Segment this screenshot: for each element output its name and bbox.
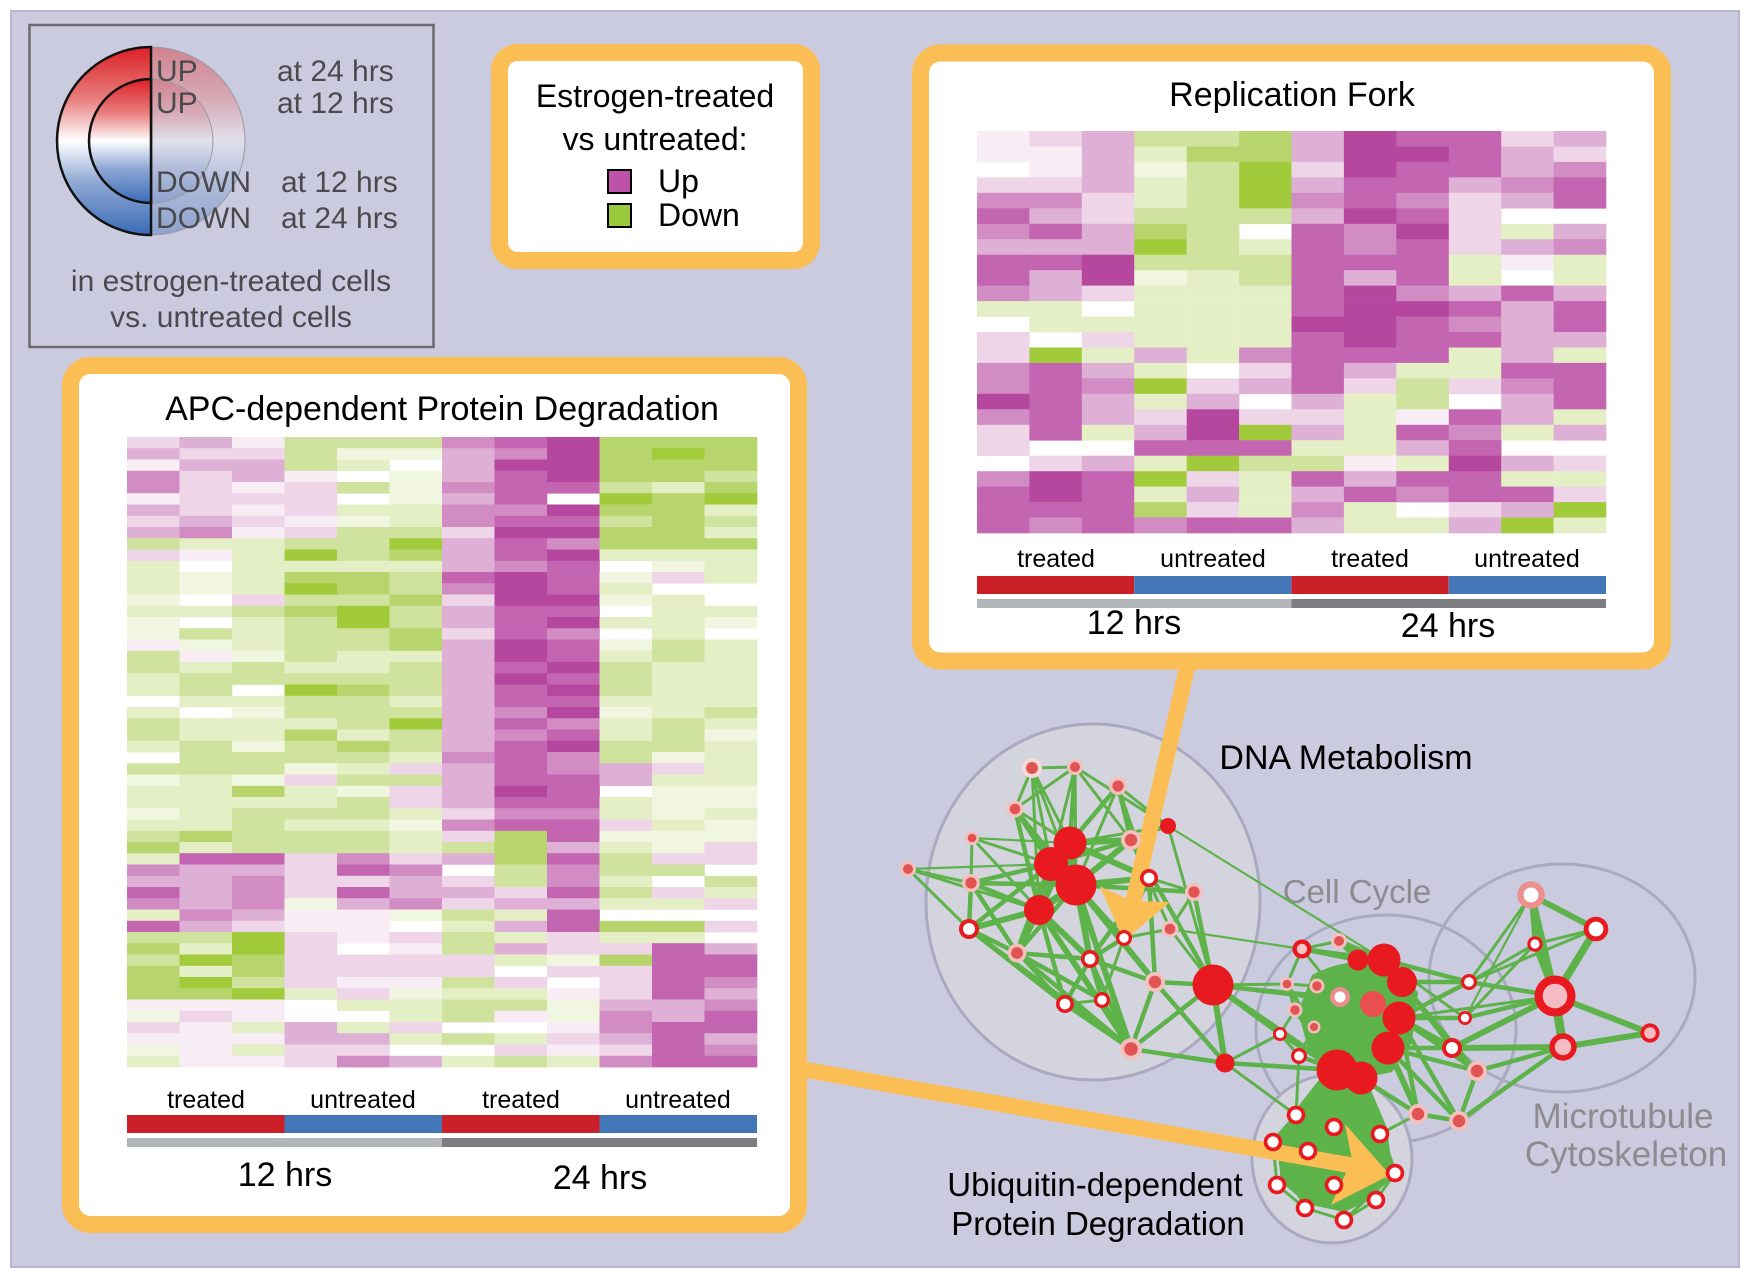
svg-text:DOWN: DOWN — [156, 166, 251, 199]
svg-text:Estrogen-treated: Estrogen-treated — [536, 78, 774, 114]
svg-text:at 12 hrs: at 12 hrs — [281, 166, 398, 199]
svg-text:untreated: untreated — [1160, 545, 1266, 573]
svg-text:24 hrs: 24 hrs — [1401, 607, 1496, 645]
svg-text:untreated: untreated — [1474, 545, 1580, 573]
svg-text:24 hrs: 24 hrs — [553, 1159, 648, 1197]
svg-text:DOWN: DOWN — [156, 202, 251, 235]
svg-text:Cytoskeleton: Cytoskeleton — [1525, 1135, 1727, 1174]
svg-text:treated: treated — [1017, 545, 1095, 573]
svg-text:untreated: untreated — [625, 1086, 731, 1114]
svg-text:at 24 hrs: at 24 hrs — [277, 55, 394, 88]
svg-text:vs untreated:: vs untreated: — [563, 121, 748, 157]
svg-text:treated: treated — [1331, 545, 1409, 573]
svg-text:Cell Cycle: Cell Cycle — [1283, 873, 1432, 910]
svg-text:UP: UP — [156, 87, 198, 120]
svg-text:untreated: untreated — [310, 1086, 416, 1114]
svg-text:Up: Up — [658, 163, 699, 199]
svg-text:Replication Fork: Replication Fork — [1169, 76, 1416, 114]
svg-text:Ubiquitin-dependent: Ubiquitin-dependent — [947, 1166, 1242, 1203]
svg-text:vs. untreated cells: vs. untreated cells — [110, 301, 352, 334]
svg-text:Protein Degradation: Protein Degradation — [951, 1205, 1245, 1242]
svg-text:at 12 hrs: at 12 hrs — [277, 87, 394, 120]
svg-text:Microtubule: Microtubule — [1533, 1097, 1714, 1136]
svg-text:in estrogen-treated cells: in estrogen-treated cells — [71, 265, 391, 298]
svg-text:treated: treated — [482, 1086, 560, 1114]
svg-text:APC-dependent Protein Degradat: APC-dependent Protein Degradation — [165, 390, 719, 428]
svg-text:UP: UP — [156, 55, 198, 88]
svg-text:treated: treated — [167, 1086, 245, 1114]
svg-text:Down: Down — [658, 197, 740, 233]
svg-text:DNA Metabolism: DNA Metabolism — [1219, 739, 1472, 777]
svg-text:12 hrs: 12 hrs — [238, 1156, 333, 1194]
svg-text:at 24 hrs: at 24 hrs — [281, 202, 398, 235]
svg-text:12 hrs: 12 hrs — [1087, 604, 1182, 642]
